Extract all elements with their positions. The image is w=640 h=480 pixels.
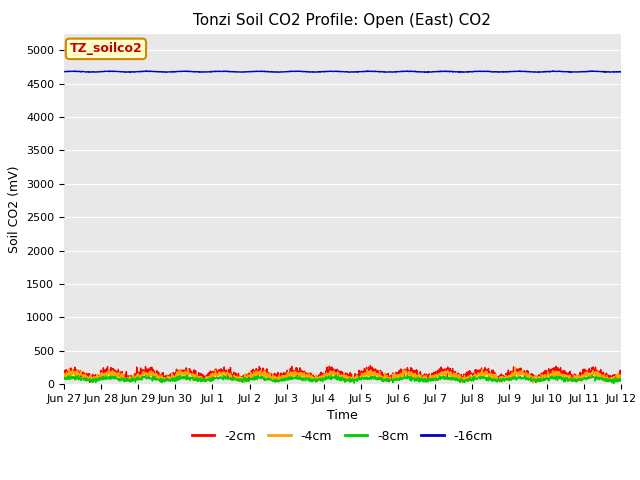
-2cm [617, 372, 625, 378]
-2cm [70, 369, 78, 375]
-8cm [346, 377, 353, 383]
Line: -16cm: -16cm [64, 71, 621, 72]
Text: TZ_soilco2: TZ_soilco2 [70, 42, 142, 55]
-16cm [312, 69, 319, 75]
Line: -8cm: -8cm [64, 375, 621, 384]
-2cm [60, 370, 68, 376]
Line: -2cm: -2cm [64, 366, 621, 383]
-16cm [582, 69, 589, 74]
-4cm [60, 373, 68, 379]
-2cm [444, 369, 452, 374]
-16cm [617, 69, 625, 75]
-4cm [70, 370, 78, 375]
X-axis label: Time: Time [327, 409, 358, 422]
-16cm [407, 68, 415, 74]
-16cm [345, 69, 353, 75]
-16cm [606, 70, 614, 75]
-4cm [444, 368, 452, 373]
-4cm [160, 377, 168, 383]
-4cm [617, 372, 625, 378]
-8cm [70, 375, 78, 381]
Line: -4cm: -4cm [64, 367, 621, 383]
-4cm [529, 380, 537, 386]
-8cm [332, 372, 340, 378]
-8cm [617, 375, 625, 381]
-2cm [345, 374, 353, 380]
-2cm [160, 374, 168, 380]
-16cm [160, 69, 168, 75]
Title: Tonzi Soil CO2 Profile: Open (East) CO2: Tonzi Soil CO2 Profile: Open (East) CO2 [193, 13, 492, 28]
-8cm [312, 379, 319, 385]
-2cm [312, 373, 319, 379]
-8cm [444, 374, 452, 380]
-8cm [610, 381, 618, 386]
-8cm [60, 376, 68, 382]
-2cm [367, 363, 374, 369]
Legend: -2cm, -4cm, -8cm, -16cm: -2cm, -4cm, -8cm, -16cm [187, 425, 498, 448]
-2cm [532, 380, 540, 385]
-2cm [582, 368, 589, 374]
-16cm [60, 69, 68, 74]
Y-axis label: Soil CO2 (mV): Soil CO2 (mV) [8, 165, 20, 252]
-16cm [444, 68, 452, 74]
-4cm [312, 373, 319, 379]
-4cm [345, 375, 353, 381]
-16cm [70, 68, 78, 74]
-4cm [582, 372, 589, 378]
-8cm [582, 374, 589, 380]
-4cm [511, 364, 519, 370]
-8cm [160, 376, 168, 382]
